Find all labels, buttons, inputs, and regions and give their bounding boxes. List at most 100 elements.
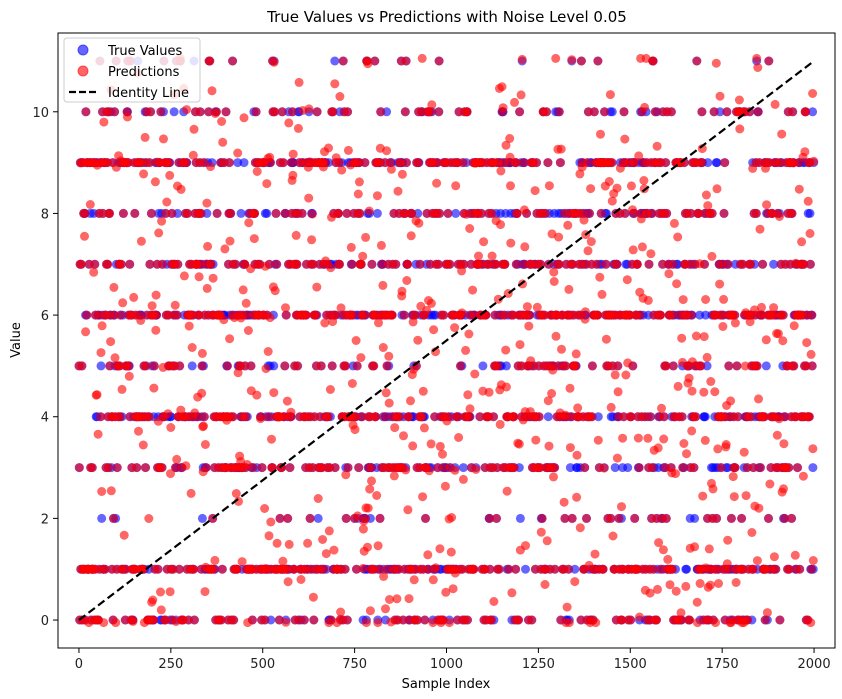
prediction-point	[661, 513, 671, 523]
prediction-point	[606, 402, 616, 412]
prediction-point	[358, 563, 368, 573]
prediction-point	[559, 497, 569, 507]
prediction-point	[282, 564, 292, 574]
prediction-point	[685, 615, 694, 625]
prediction-point	[464, 412, 474, 422]
prediction-point	[635, 310, 645, 320]
prediction-point	[250, 208, 260, 218]
prediction-point	[729, 492, 739, 502]
prediction-point	[506, 181, 515, 191]
prediction-point	[361, 618, 371, 628]
prediction-point	[679, 439, 689, 448]
prediction-point	[340, 361, 350, 371]
prediction-point	[607, 158, 617, 168]
prediction-point	[778, 336, 788, 346]
prediction-point	[580, 307, 590, 317]
true-value-point	[197, 513, 207, 523]
prediction-point	[808, 444, 818, 454]
prediction-point	[465, 404, 475, 414]
prediction-point	[762, 608, 772, 618]
prediction-point	[554, 259, 564, 269]
x-tick-label: 250	[158, 657, 183, 672]
true-value-point	[682, 564, 691, 574]
prediction-point	[787, 513, 797, 523]
prediction-point	[320, 158, 330, 168]
prediction-point	[668, 259, 678, 269]
prediction-point	[288, 149, 298, 159]
prediction-point	[452, 412, 462, 422]
prediction-point	[304, 193, 314, 203]
prediction-point	[720, 158, 730, 168]
prediction-point	[76, 259, 86, 269]
prediction-point	[474, 251, 483, 261]
prediction-point	[653, 584, 662, 594]
prediction-point	[241, 298, 251, 308]
prediction-point	[589, 107, 599, 117]
prediction-point	[187, 310, 197, 320]
prediction-point	[699, 387, 709, 397]
prediction-point	[207, 86, 217, 96]
prediction-point	[742, 463, 752, 473]
prediction-point	[712, 184, 722, 194]
prediction-point	[748, 564, 758, 574]
prediction-point	[443, 208, 453, 218]
prediction-point	[400, 107, 410, 117]
prediction-point	[128, 616, 138, 626]
prediction-point	[702, 352, 712, 362]
prediction-point	[199, 421, 208, 431]
prediction-point	[423, 564, 433, 574]
prediction-point	[758, 259, 768, 269]
prediction-point	[809, 156, 819, 166]
prediction-point	[413, 158, 423, 168]
prediction-point	[492, 513, 501, 523]
prediction-point	[723, 535, 733, 545]
prediction-point	[626, 181, 636, 191]
prediction-point	[435, 208, 444, 218]
prediction-point	[629, 208, 639, 218]
prediction-point	[184, 321, 194, 331]
prediction-point	[406, 396, 415, 406]
prediction-point	[428, 575, 438, 585]
prediction-point	[509, 412, 519, 422]
prediction-point	[267, 434, 276, 444]
prediction-point	[294, 77, 304, 87]
prediction-point	[757, 302, 766, 312]
prediction-point	[293, 361, 303, 371]
prediction-point	[211, 107, 221, 117]
prediction-point	[278, 556, 288, 566]
prediction-point	[283, 513, 293, 523]
prediction-point	[165, 587, 175, 597]
prediction-point	[417, 412, 427, 422]
prediction-point	[166, 469, 175, 479]
y-tick-label: 10	[32, 106, 49, 121]
prediction-point	[762, 200, 772, 210]
prediction-point	[327, 361, 337, 371]
prediction-point	[605, 90, 615, 100]
prediction-point	[311, 310, 321, 320]
prediction-point	[659, 412, 669, 422]
true-value-point	[808, 107, 818, 117]
prediction-point	[536, 527, 546, 537]
prediction-point	[653, 443, 663, 453]
prediction-point	[517, 54, 527, 64]
prediction-point	[408, 317, 418, 327]
prediction-point	[711, 618, 720, 628]
prediction-point	[110, 107, 120, 117]
prediction-point	[87, 463, 97, 473]
prediction-point	[770, 99, 780, 109]
true-value-point	[97, 513, 107, 523]
prediction-point	[648, 564, 658, 574]
prediction-point	[85, 200, 95, 209]
prediction-point	[115, 361, 125, 371]
prediction-point	[312, 282, 322, 292]
prediction-point	[671, 586, 681, 596]
true-value-point	[610, 463, 620, 473]
prediction-point	[136, 236, 146, 246]
prediction-point	[676, 615, 686, 625]
true-value-point	[593, 412, 603, 422]
true-value-point	[712, 158, 722, 168]
prediction-point	[372, 491, 382, 500]
prediction-point	[501, 140, 511, 150]
prediction-point	[687, 426, 697, 436]
prediction-point	[96, 412, 106, 422]
